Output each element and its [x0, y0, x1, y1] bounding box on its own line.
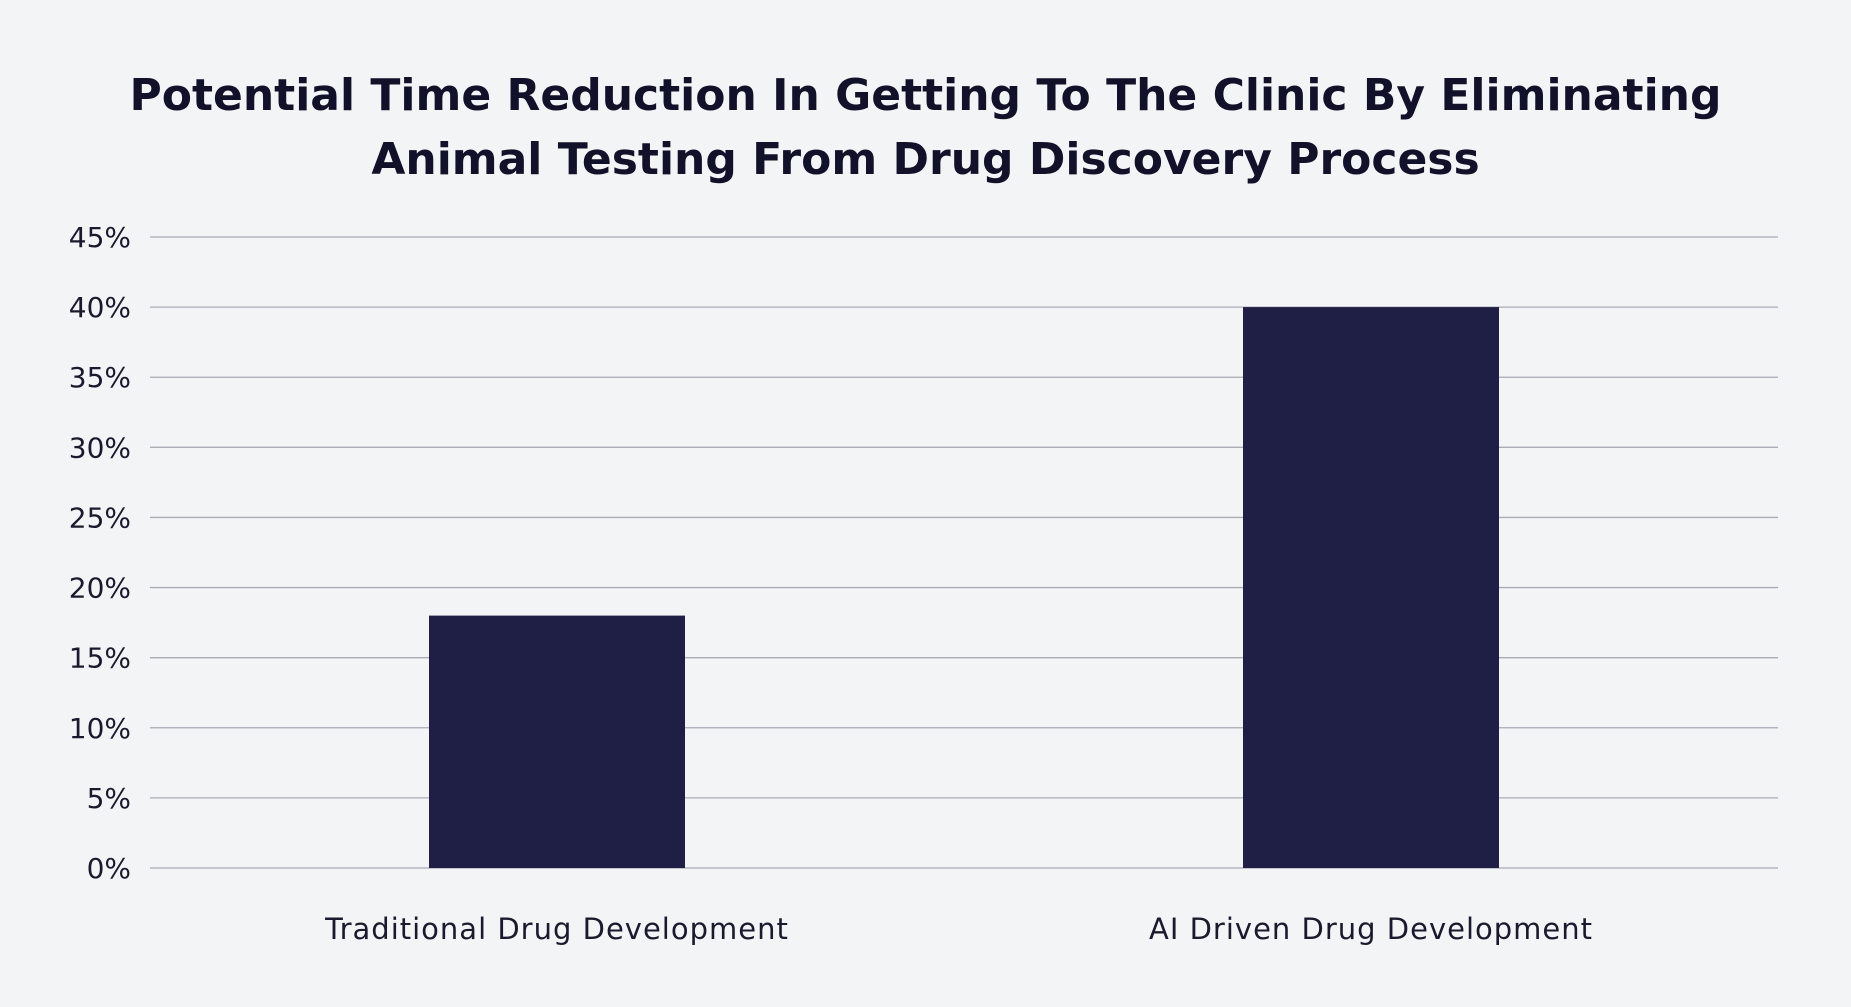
- y-tick-label: 15%: [69, 642, 131, 675]
- y-tick-label: 5%: [87, 782, 131, 815]
- y-tick-label: 45%: [69, 221, 131, 254]
- y-tick-label: 35%: [69, 361, 131, 394]
- chart-title-line-2: Animal Testing From Drug Discovery Proce…: [371, 134, 1480, 185]
- x-axis-category-labels: Traditional Drug Development AI Driven Dr…: [324, 912, 1593, 946]
- x-category-label: AI Driven Drug Development: [1149, 912, 1593, 946]
- y-axis-tick-labels: 0% 5% 10% 15% 20% 25% 30% 35% 40% 45%: [69, 221, 131, 885]
- y-tick-label: 10%: [69, 712, 131, 745]
- y-tick-label: 20%: [69, 572, 131, 605]
- y-tick-label: 40%: [69, 291, 131, 324]
- y-tick-label: 25%: [69, 501, 131, 534]
- gridlines: [150, 236, 1778, 869]
- x-category-label: Traditional Drug Development: [324, 912, 789, 946]
- bar-0: [429, 615, 685, 868]
- bars: [429, 307, 1499, 869]
- y-tick-label: 30%: [69, 431, 131, 464]
- chart-title-line-1: Potential Time Reduction In Getting To T…: [129, 70, 1722, 121]
- chart-title: Potential Time Reduction In Getting To T…: [0, 64, 1851, 192]
- bar-1: [1243, 307, 1499, 869]
- y-tick-label: 0%: [87, 852, 131, 885]
